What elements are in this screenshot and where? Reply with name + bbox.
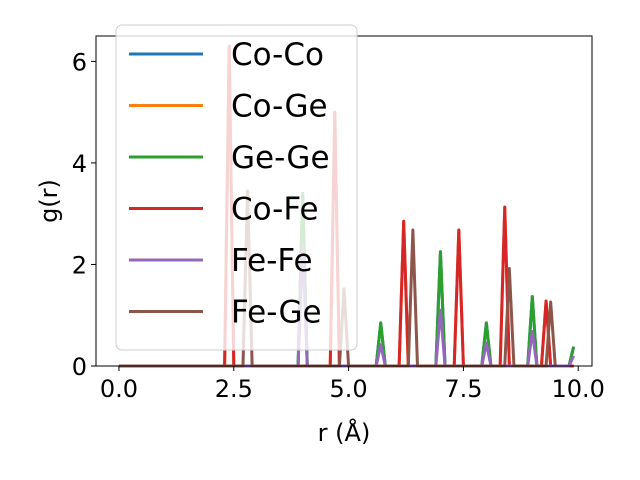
x-tick-label: 5.0: [330, 375, 368, 403]
y-tick-label: 6: [72, 48, 87, 76]
legend-label-fe-fe: Fe-Fe: [231, 243, 313, 279]
x-tick-label: 7.5: [444, 375, 482, 403]
y-axis: 0 2 4 6: [72, 48, 96, 381]
y-tick-label: 0: [72, 353, 87, 381]
legend: Co-Co Co-Ge Ge-Ge Co-Fe Fe-Fe Fe-Ge: [115, 24, 358, 351]
legend-label-co-co: Co-Co: [231, 37, 324, 73]
x-tick-label: 2.5: [215, 375, 253, 403]
y-tick-label: 2: [72, 251, 87, 279]
x-tick-label: 0.0: [100, 375, 138, 403]
y-axis-label: g(r): [35, 179, 63, 223]
legend-label-ge-ge: Ge-Ge: [231, 140, 330, 176]
legend-label-fe-ge: Fe-Ge: [231, 295, 322, 331]
legend-label-co-fe: Co-Fe: [231, 192, 319, 228]
x-axis: 0.0 2.5 5.0 7.5 10.0: [100, 366, 605, 403]
y-tick-label: 4: [72, 150, 87, 178]
legend-label-co-ge: Co-Ge: [231, 89, 328, 125]
x-axis-label: r (Å): [318, 418, 371, 447]
x-tick-label: 10.0: [552, 375, 605, 403]
